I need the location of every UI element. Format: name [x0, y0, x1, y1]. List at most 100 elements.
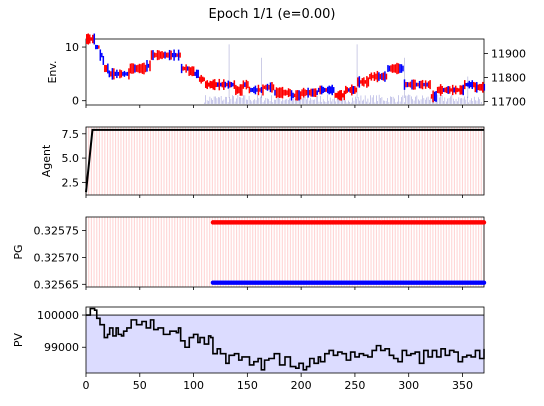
candle	[307, 87, 309, 98]
candle	[238, 86, 240, 94]
candle	[409, 81, 412, 88]
y-axis-label: PG	[12, 244, 25, 259]
candle	[348, 88, 350, 92]
candle	[411, 79, 413, 90]
candle	[360, 80, 362, 84]
axes-frame	[85, 38, 485, 106]
y-tick-label: 0	[72, 95, 79, 108]
candle	[99, 49, 102, 61]
candle	[447, 86, 449, 94]
pg-blue-point	[481, 280, 487, 285]
candle	[123, 70, 126, 77]
candle	[283, 89, 285, 96]
candle	[236, 86, 239, 94]
candle	[86, 34, 88, 44]
candle	[346, 87, 349, 93]
candle	[435, 90, 437, 102]
candle	[159, 51, 162, 59]
candle	[128, 68, 130, 80]
candle	[242, 80, 245, 89]
candle	[299, 91, 302, 100]
candle	[354, 86, 356, 94]
candle	[210, 81, 213, 89]
candle	[194, 71, 196, 76]
x-tick-label: 100	[183, 379, 204, 392]
candle	[479, 83, 481, 91]
candle	[179, 52, 181, 58]
candle	[245, 79, 248, 90]
candle	[226, 82, 228, 87]
candle	[477, 84, 480, 91]
candle	[357, 77, 359, 87]
y-tick-label: 2.5	[62, 176, 80, 189]
candle	[150, 50, 153, 60]
candle	[379, 73, 382, 80]
candle	[372, 74, 374, 79]
candle	[201, 76, 204, 82]
candle	[250, 87, 252, 93]
candle	[287, 88, 290, 98]
candle	[280, 87, 282, 98]
candle	[421, 79, 424, 90]
candle	[274, 89, 276, 96]
candle	[143, 62, 145, 75]
candle	[153, 52, 156, 58]
candle	[204, 81, 207, 88]
candle	[96, 44, 99, 50]
candle	[221, 81, 224, 88]
candle	[158, 50, 160, 60]
candle	[399, 64, 401, 73]
y2-tick-label: 11800	[491, 71, 526, 84]
candle	[230, 82, 233, 88]
candle	[451, 84, 454, 96]
candle	[102, 55, 105, 65]
candle	[296, 90, 299, 101]
candle	[235, 84, 237, 96]
candle	[277, 88, 279, 98]
candle	[248, 86, 251, 94]
candle	[349, 87, 352, 93]
candle	[442, 87, 445, 93]
candle	[101, 52, 103, 58]
candle	[107, 63, 109, 74]
candle	[183, 66, 186, 71]
candle	[174, 52, 177, 58]
candle	[412, 79, 415, 90]
x-tick-label: 250	[344, 379, 365, 392]
candle	[229, 81, 231, 88]
candle	[369, 74, 371, 80]
candle	[254, 85, 257, 95]
candle	[167, 52, 169, 58]
x-tick-label: 50	[133, 379, 147, 392]
candle	[480, 83, 483, 91]
candle	[313, 88, 315, 97]
candle	[111, 68, 114, 80]
candle	[471, 80, 474, 90]
candle	[120, 70, 123, 78]
candle	[334, 92, 336, 98]
candle	[355, 87, 358, 93]
candle	[361, 78, 364, 86]
candle	[290, 90, 293, 101]
candle	[338, 90, 341, 101]
candle	[460, 85, 463, 95]
candle	[384, 71, 386, 82]
candle	[165, 52, 168, 58]
candle	[122, 71, 124, 76]
candle	[161, 51, 163, 60]
candle	[418, 80, 421, 89]
candle	[206, 80, 208, 90]
candle	[286, 90, 288, 95]
candle	[385, 73, 388, 80]
candle	[188, 66, 190, 76]
candle	[263, 85, 266, 89]
candle	[119, 69, 121, 79]
candle	[445, 86, 448, 94]
pv-line	[86, 307, 485, 371]
candle	[370, 72, 373, 81]
candle	[135, 65, 138, 72]
candle	[325, 88, 327, 92]
candle	[298, 90, 300, 101]
candle	[259, 88, 261, 92]
candle	[132, 63, 135, 74]
